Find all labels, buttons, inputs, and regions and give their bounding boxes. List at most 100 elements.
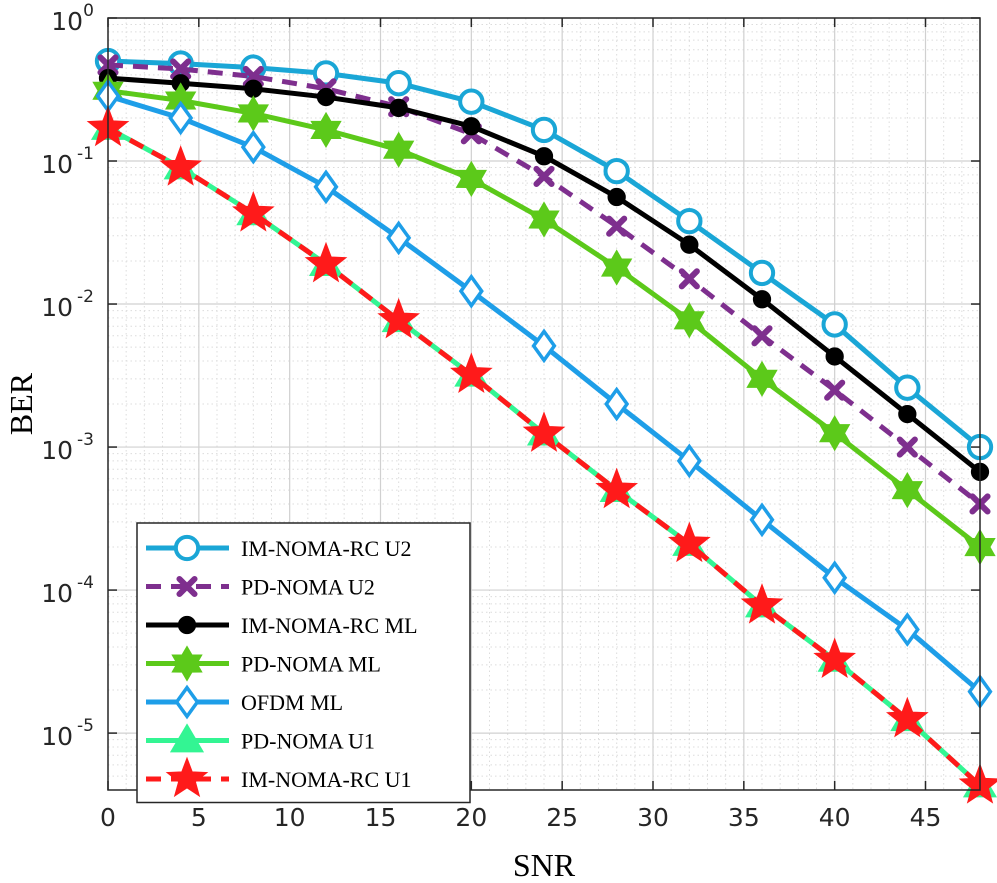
y-tick-exponent: -5 — [77, 716, 94, 736]
data-point-im-noma-rc-ml — [607, 187, 626, 207]
data-point-im-noma-rc-u1 — [740, 583, 784, 624]
data-point-pd-noma-ml — [455, 160, 487, 197]
data-point-im-noma-rc-u1 — [886, 696, 929, 738]
data-point-im-noma-rc-ml — [680, 235, 699, 254]
data-point-ofdm-ml — [531, 328, 557, 364]
legend-swatch-marker — [171, 645, 203, 682]
data-point-pd-noma-ml — [746, 360, 778, 397]
y-tick-label: -210 — [41, 287, 94, 322]
data-point-im-noma-rc-ml — [462, 117, 481, 136]
series-ofdm-ml — [95, 78, 993, 710]
y-tick-base: 10 — [41, 293, 73, 322]
data-point-im-noma-rc-u1 — [958, 763, 997, 804]
data-point-ofdm-ml — [458, 273, 484, 309]
data-point-im-noma-rc-ml — [752, 290, 772, 309]
data-point-im-noma-rc-u2 — [530, 116, 558, 144]
x-tick-label: 25 — [546, 803, 578, 832]
data-point-im-noma-rc-ml — [316, 87, 336, 107]
x-tick-label: 5 — [191, 803, 207, 832]
legend-entry-pd-noma-ml: PD-NOMA ML — [146, 645, 381, 682]
data-point-pd-noma-ml — [310, 111, 342, 149]
data-point-ofdm-ml — [168, 100, 194, 136]
data-point-im-noma-rc-u1 — [450, 352, 493, 393]
y-tick-exponent: -2 — [77, 287, 94, 307]
y-tick-base: 10 — [41, 579, 73, 608]
y-tick-label: -110 — [41, 144, 94, 179]
data-point-im-noma-rc-u1 — [304, 241, 348, 283]
legend-swatch-marker — [177, 615, 197, 635]
data-point-ofdm-ml — [604, 386, 630, 422]
y-tick-exponent: -4 — [77, 573, 94, 593]
x-tick-label: 0 — [100, 803, 116, 832]
data-point-pd-noma-u2 — [678, 268, 700, 290]
data-point-im-noma-rc-u1 — [522, 411, 566, 452]
data-point-im-noma-rc-u1 — [159, 145, 202, 186]
data-point-pd-noma-u2 — [896, 436, 918, 458]
legend-swatch-marker — [174, 684, 200, 720]
data-point-pd-noma-ml — [891, 472, 924, 509]
data-point-pd-noma-ml — [528, 201, 560, 238]
y-tick-exponent: 0 — [83, 1, 94, 21]
data-point-im-noma-rc-u2 — [821, 311, 848, 338]
data-point-pd-noma-ml — [601, 249, 633, 286]
legend-label: PD-NOMA ML — [241, 652, 381, 677]
legend-label: IM-NOMA-RC U1 — [241, 767, 412, 792]
data-point-ofdm-ml — [240, 129, 266, 165]
y-tick-label: -410 — [41, 573, 94, 608]
data-point-pd-noma-u2 — [824, 379, 846, 401]
data-point-ofdm-ml — [749, 502, 775, 538]
data-point-im-noma-rc-u2 — [603, 157, 630, 185]
y-tick-base: 10 — [41, 150, 73, 179]
legend-entry-im-noma-rc-ml: IM-NOMA-RC ML — [146, 613, 418, 638]
series-im-noma-rc-u1 — [86, 105, 997, 804]
data-point-ofdm-ml — [313, 169, 339, 205]
data-point-im-noma-rc-u2 — [676, 207, 703, 235]
data-point-pd-noma-u2 — [606, 215, 628, 237]
data-point-pd-noma-u2 — [751, 325, 773, 347]
data-point-im-noma-rc-ml — [825, 347, 844, 366]
data-point-ofdm-ml — [894, 612, 920, 647]
legend-swatch-marker — [169, 723, 205, 753]
y-tick-label: 010 — [51, 1, 94, 36]
legend-entry-im-noma-rc-u1: IM-NOMA-RC U1 — [146, 756, 412, 798]
y-tick-exponent: -1 — [77, 144, 94, 164]
legend-label: IM-NOMA-RC U2 — [241, 536, 412, 561]
legend-label: PD-NOMA U2 — [241, 575, 375, 600]
y-tick-label: -510 — [41, 716, 94, 751]
data-point-im-noma-rc-ml — [534, 147, 554, 166]
x-tick-label: 10 — [274, 803, 306, 832]
y-tick-exponent: -3 — [77, 430, 94, 450]
y-axis-label: BER — [3, 372, 39, 435]
data-point-ofdm-ml — [822, 560, 848, 596]
series-layer — [86, 47, 997, 804]
legend-swatch-marker — [165, 756, 209, 798]
x-tick-label: 30 — [637, 803, 669, 832]
legend-swatch-marker — [173, 534, 201, 562]
y-tick-base: 10 — [51, 7, 83, 36]
data-point-pd-noma-u2 — [533, 165, 555, 188]
x-tick-label: 40 — [819, 803, 851, 832]
data-point-ofdm-ml — [676, 443, 702, 479]
data-point-im-noma-rc-u1 — [668, 521, 711, 563]
legend-label: PD-NOMA U1 — [241, 729, 375, 754]
legend-label: OFDM ML — [241, 690, 343, 715]
legend-entry-ofdm-ml: OFDM ML — [146, 684, 343, 720]
legend-label: IM-NOMA-RC ML — [241, 613, 418, 638]
data-point-im-noma-rc-u2 — [385, 70, 412, 97]
legend-swatch-marker — [176, 575, 198, 598]
x-tick-labels: 0 5 10 15 20 25 30 35 40 45 — [100, 803, 941, 832]
data-point-pd-noma-ml — [673, 302, 705, 339]
data-point-pd-noma-ml — [383, 131, 415, 168]
data-point-im-noma-rc-u2 — [748, 259, 776, 287]
data-point-im-noma-rc-u2 — [894, 374, 921, 401]
x-tick-label: 20 — [455, 803, 487, 832]
legend-entry-im-noma-rc-u2: IM-NOMA-RC U2 — [146, 534, 412, 562]
legend-entry-pd-noma-u1: PD-NOMA U1 — [146, 723, 375, 754]
data-point-im-noma-rc-u2 — [458, 88, 485, 115]
x-tick-label: 35 — [728, 803, 760, 832]
data-point-im-noma-rc-ml — [898, 404, 917, 424]
data-point-im-noma-rc-u1 — [232, 191, 275, 232]
x-tick-label: 15 — [365, 803, 397, 832]
data-point-ofdm-ml — [386, 220, 412, 256]
y-tick-label: -310 — [41, 430, 94, 465]
